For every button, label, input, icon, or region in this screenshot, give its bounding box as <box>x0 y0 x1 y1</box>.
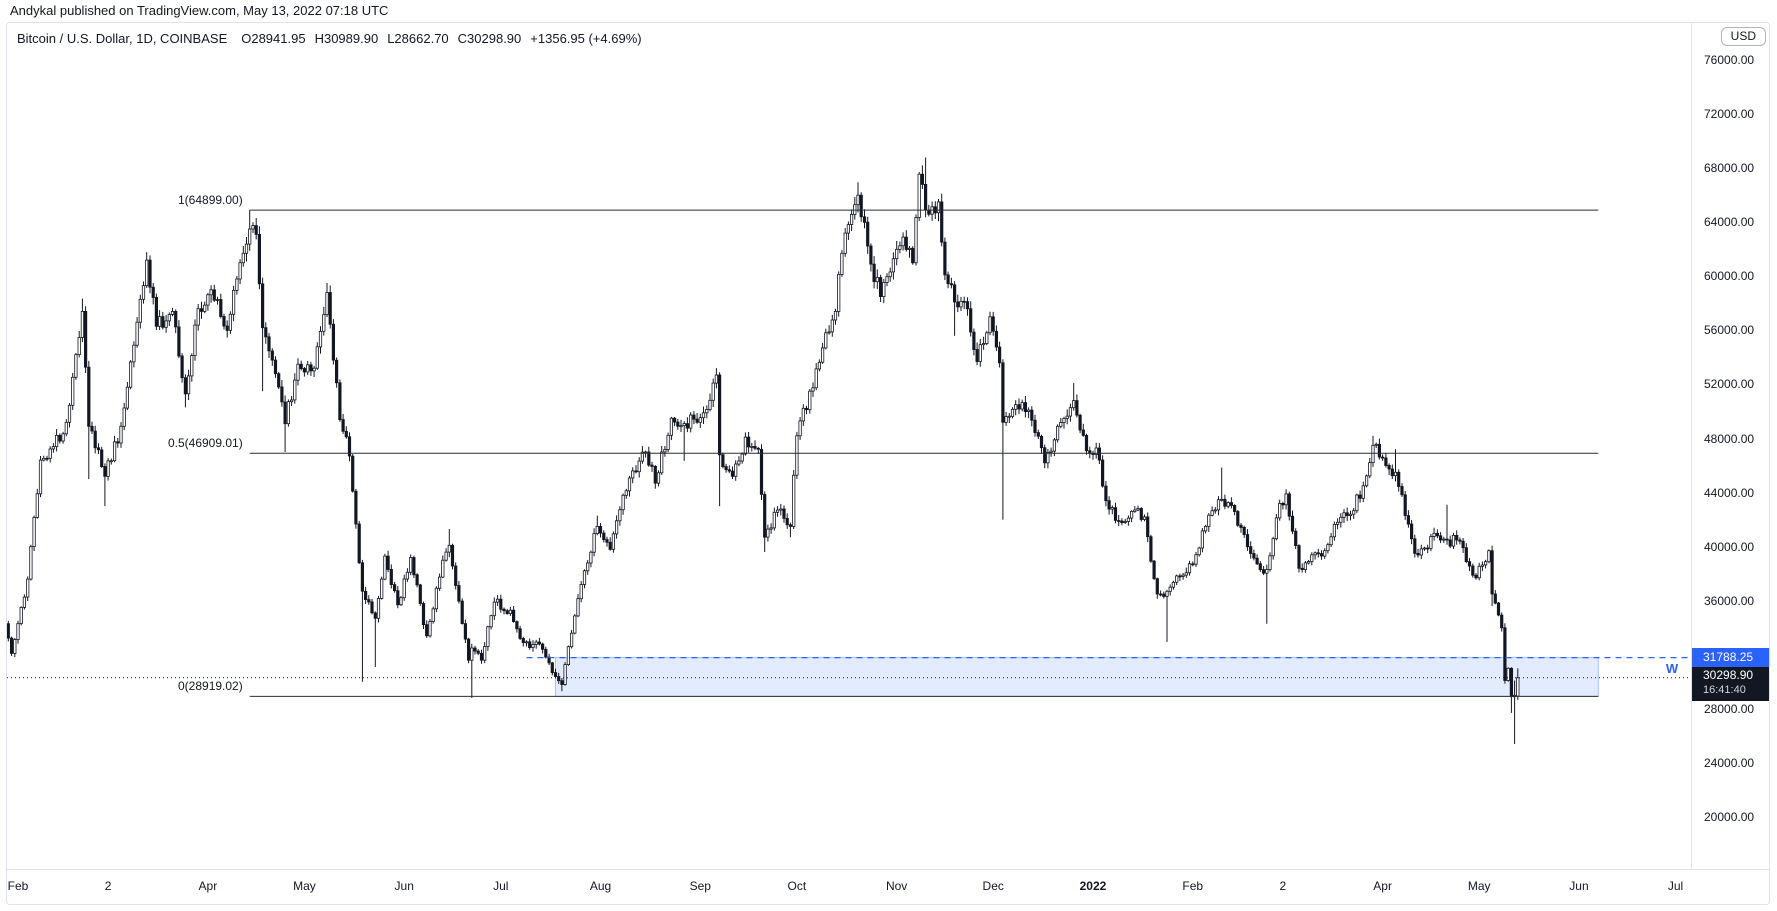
time-tick-sep: Sep <box>689 879 711 893</box>
price-tick: 44000.00 <box>1704 485 1755 500</box>
legend-open: O28941.95 <box>241 31 306 46</box>
time-tick-2: 2 <box>104 879 112 893</box>
fib-level-05-label: 0.5(46909.01) <box>167 436 243 451</box>
time-tick-aug: Aug <box>589 879 612 893</box>
support-zone-box[interactable] <box>555 657 1599 697</box>
time-tick-feb: Feb <box>1182 879 1204 893</box>
price-tick: 56000.00 <box>1704 323 1755 338</box>
time-tick-may: May <box>293 879 316 893</box>
legend-low: L28662.70 <box>387 31 449 46</box>
time-tick-nov: Nov <box>885 879 908 893</box>
fib-level-0-label: 0(28919.02) <box>178 679 243 694</box>
price-tick: 28000.00 <box>1704 701 1755 716</box>
legend-close: C30298.90 <box>457 31 522 46</box>
time-tick-jun: Jun <box>394 879 414 893</box>
last-price-label: 30298.90 16:41:40 <box>1692 667 1769 702</box>
time-tick-2: 2 <box>1279 879 1287 893</box>
legend-high: H30989.90 <box>314 31 379 46</box>
time-tick-oct: Oct <box>787 879 807 893</box>
attribution-text: Andykal published on TradingView.com, Ma… <box>10 3 389 18</box>
w-pattern-label: W <box>1665 661 1679 677</box>
bar-countdown: 16:41:40 <box>1703 684 1746 697</box>
time-tick-jul: Jul <box>493 879 509 893</box>
fib-level-1-label: 1(64899.00) <box>178 193 243 208</box>
price-tick: 72000.00 <box>1704 107 1755 122</box>
time-tick-apr: Apr <box>198 879 218 893</box>
time-tick-apr: Apr <box>1373 879 1392 893</box>
time-tick-2022: 2022 <box>1079 879 1107 893</box>
chart-frame: 1(64899.00) 0.5(46909.01) 0(28919.02) W … <box>6 22 1770 905</box>
price-tick: 24000.00 <box>1704 755 1755 770</box>
symbol-legend[interactable]: Bitcoin / U.S. Dollar, 1D, COINBASE O2894… <box>17 31 651 46</box>
ask-price-label: 31788.25 <box>1692 648 1769 668</box>
price-tick: 36000.00 <box>1704 593 1755 608</box>
legend-change: +1356.95 (+4.69%) <box>530 31 642 46</box>
candlestick-chart[interactable] <box>7 23 1691 869</box>
legend-symbol: Bitcoin / U.S. Dollar, 1D, COINBASE <box>17 31 228 46</box>
time-tick-jun: Jun <box>1569 879 1589 893</box>
price-tick: 40000.00 <box>1704 539 1755 554</box>
price-tick: 52000.00 <box>1704 377 1755 392</box>
price-tick: 48000.00 <box>1704 431 1755 446</box>
currency-toggle-button[interactable]: USD <box>1720 27 1766 46</box>
time-tick-feb: Feb <box>7 879 29 893</box>
time-tick-dec: Dec <box>982 879 1004 893</box>
time-tick-may: May <box>1467 879 1491 893</box>
price-tick: 68000.00 <box>1704 161 1755 176</box>
last-price-value: 30298.90 <box>1703 668 1754 683</box>
price-tick: 60000.00 <box>1704 269 1755 284</box>
time-axis[interactable]: Feb 2 Apr May Jun Jul Aug Sep Oct Nov Dec 2022 Feb 2 A… <box>7 869 1769 904</box>
price-axis[interactable]: USD 31788.25 30298.90 16:41:40 76000.00 7… <box>1691 23 1769 869</box>
price-tick: 76000.00 <box>1704 53 1755 67</box>
price-tick: 20000.00 <box>1704 810 1755 824</box>
time-tick-jul: Jul <box>1667 879 1684 893</box>
chart-plot-area[interactable]: 1(64899.00) 0.5(46909.01) 0(28919.02) W … <box>7 23 1691 869</box>
price-tick: 64000.00 <box>1704 215 1755 230</box>
